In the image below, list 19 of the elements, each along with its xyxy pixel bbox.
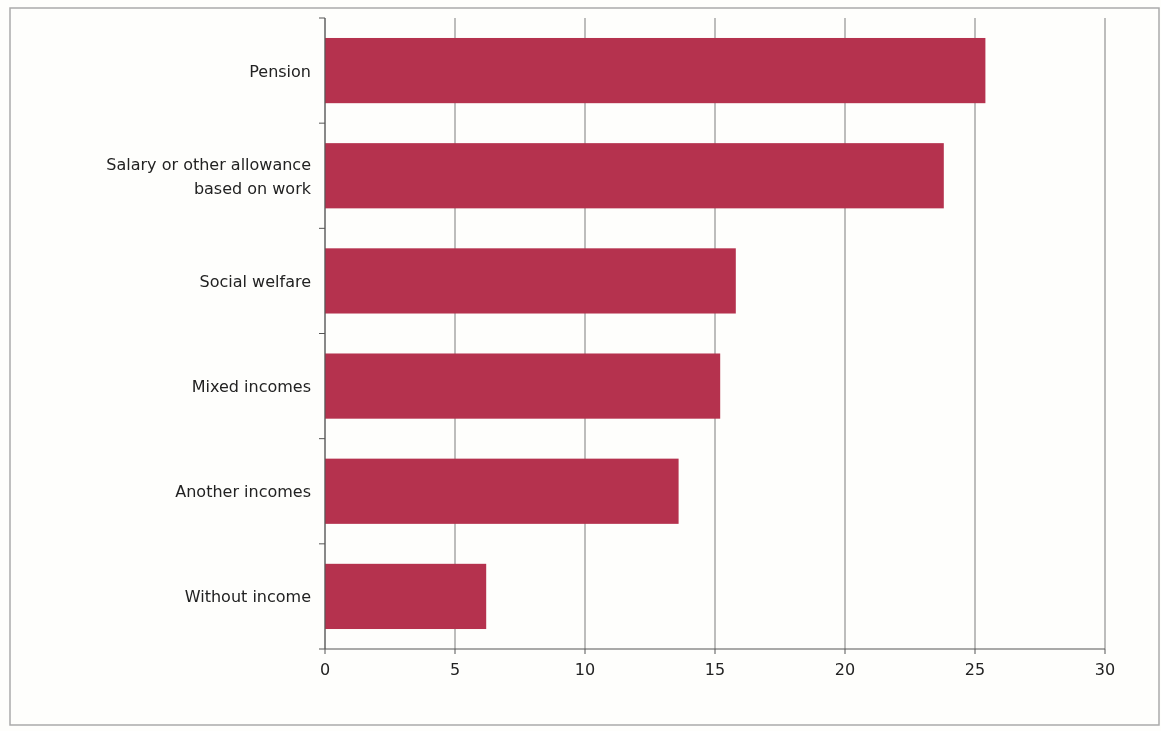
bar [325, 458, 679, 524]
x-tick-label: 25 [964, 660, 986, 679]
y-tick-label: Without income [184, 586, 311, 606]
y-tick-label: Another incomes [175, 481, 311, 501]
bar [325, 143, 944, 209]
bar [325, 353, 721, 419]
x-tick-label: 15 [704, 660, 726, 679]
bar [325, 37, 986, 104]
bar [325, 563, 487, 630]
x-tick-label: 5 [449, 660, 461, 679]
bar [325, 248, 736, 314]
x-tick-label: 10 [574, 660, 596, 679]
y-tick-label: Mixed incomes [191, 376, 311, 396]
x-tick-label: 30 [1094, 660, 1116, 679]
y-tick-label: Social welfare [199, 271, 311, 291]
y-tick-label: Salary or other allowance based on work [106, 154, 312, 198]
x-tick-label: 20 [834, 660, 856, 679]
y-tick-label: Pension [249, 61, 311, 81]
x-tick-label: 0 [319, 660, 331, 679]
